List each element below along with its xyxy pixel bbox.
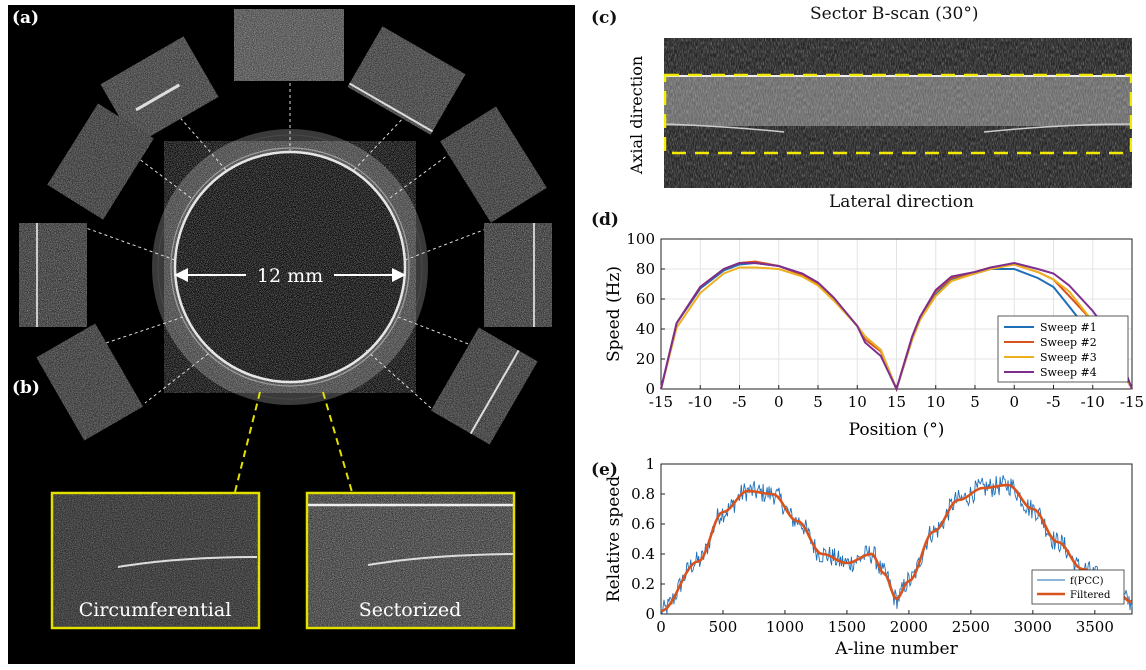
tile-connectors [85, 78, 487, 410]
y-tick-label: 0 [645, 605, 655, 623]
legend-box [1031, 569, 1125, 605]
bscan-title: Sector B-scan (30°) [810, 4, 979, 24]
plot-frame [660, 463, 1133, 615]
series-line [660, 261, 1133, 392]
x-tick-label: 5 [813, 393, 823, 411]
panel-label-a: (a) [12, 8, 40, 28]
relative-speed-chart: 0 500 1000 1500 2000 2500 3000 3500 0 0.2 0.4 0.6 0.… [604, 458, 1133, 659]
inset-circumferential [50, 491, 261, 630]
y-tick-label: 0.4 [631, 545, 655, 563]
panel-label-e: (e) [591, 460, 618, 480]
y-tick-label: 0.8 [631, 485, 655, 503]
oct-panel-a: 12 mm [8, 5, 575, 664]
oct-figure: 12 mm [19, 9, 552, 630]
panel-label-b: (b) [12, 378, 40, 398]
y-tick-label: 0.6 [631, 515, 655, 533]
legend-label: Sweep #3 [1040, 351, 1097, 364]
panel-label-c: (c) [591, 8, 618, 28]
x-tick-label: 0 [656, 618, 666, 636]
x-tick-label: 1500 [828, 618, 866, 636]
y-tick-label: 0.2 [631, 575, 655, 593]
legend-label: Sweep #1 [1040, 321, 1097, 334]
x-tick-label: 0 [1009, 393, 1019, 411]
y-tick-label: 0 [645, 380, 655, 398]
sector-bscan [664, 38, 1132, 188]
diameter-label: 12 mm [257, 265, 323, 287]
roi-box [664, 73, 1132, 155]
x-tick-label: -10 [688, 393, 712, 411]
x-tick-label: 10 [848, 393, 867, 411]
x-tick-label: -5 [732, 393, 747, 411]
oct-ring [152, 129, 428, 405]
y-axis-label: Relative speed [604, 476, 624, 602]
x-tick-label: 1000 [766, 618, 804, 636]
bscan-ylabel: Axial direction [627, 56, 646, 175]
x-tick-label: 2500 [952, 618, 990, 636]
speed-chart: -15 -10 -5 0 5 10 15 10 5 0 -5 -10 -15020406080100Po… [604, 230, 1144, 440]
y-axis-label: Speed (Hz) [604, 266, 624, 362]
legend-label: Sweep #2 [1040, 336, 1097, 349]
x-axis-label: Position (°) [849, 420, 945, 440]
x-tick-label: 5 [970, 393, 980, 411]
y-tick-label: 100 [626, 230, 655, 248]
zoom-lines [234, 391, 353, 493]
bscan-ylabel-wrap: Axial direction [627, 56, 646, 175]
y-tick-label: 1 [645, 458, 655, 473]
x-tick-label: 0 [774, 393, 784, 411]
legend-label: Filtered [1070, 590, 1111, 601]
x-tick-label: -5 [1046, 393, 1061, 411]
y-tick-label: 80 [636, 260, 655, 278]
panel-label-d: (d) [591, 210, 619, 230]
series-line-raw [660, 475, 1133, 615]
x-tick-label: 2000 [890, 618, 928, 636]
y-tick-label: 40 [636, 320, 655, 338]
series-line-filtered [660, 483, 1133, 613]
legend-label: Sweep #4 [1040, 366, 1097, 379]
x-tick-label: 15 [887, 393, 906, 411]
x-axis-label: A-line number [834, 639, 958, 659]
x-tick-label: -15 [1120, 393, 1144, 411]
x-tick-label: 10 [926, 393, 945, 411]
legend-label: f(PCC) [1070, 576, 1104, 587]
x-tick-label: 3000 [1014, 618, 1052, 636]
x-tick-label: -15 [649, 393, 673, 411]
x-tick-label: -10 [1081, 393, 1105, 411]
diameter-arrow [174, 268, 406, 282]
bscan-xlabel: Lateral direction [829, 192, 974, 212]
bscan-tiles [19, 9, 552, 445]
inset-left-label: Circumferential [79, 599, 232, 621]
inset-sectorized [305, 491, 516, 630]
y-tick-label: 20 [636, 350, 655, 368]
y-tick-label: 60 [636, 290, 655, 308]
x-tick-label: 500 [709, 618, 738, 636]
x-tick-label: 3500 [1076, 618, 1114, 636]
inset-right-label: Sectorized [359, 599, 462, 621]
